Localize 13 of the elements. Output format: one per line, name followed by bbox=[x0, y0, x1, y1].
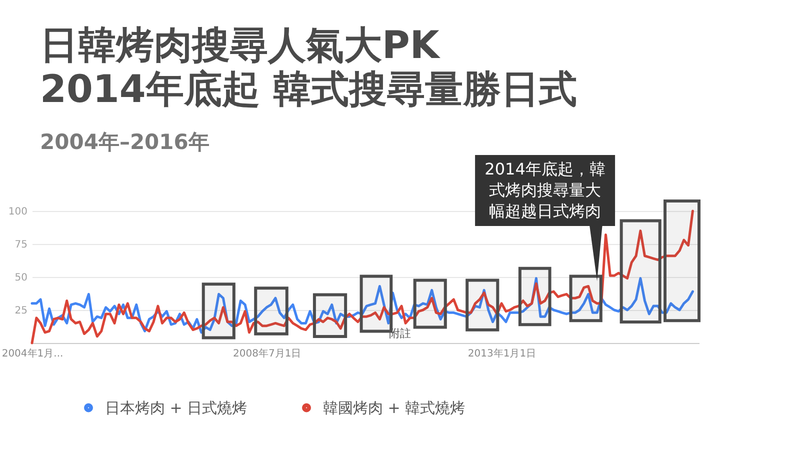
x-tick-label: 2008年7月1日 bbox=[233, 348, 302, 360]
chart-title: 日韓烤肉搜尋人氣大PK 2014年底起 韓式搜尋量勝日式 bbox=[40, 22, 577, 111]
y-tick-label: 25 bbox=[14, 306, 28, 316]
annotation: 2014年底起，韓式烤肉搜尋量大幅超越日式烤肉 bbox=[484, 159, 606, 220]
x-tick-label: 2004年1月... bbox=[2, 348, 64, 360]
legend-label: 日本烤肉 + 日式燒烤 bbox=[105, 398, 248, 417]
legend-label: 韓國烤肉 + 韓式燒烤 bbox=[323, 398, 466, 417]
y-tick-label: 50 bbox=[14, 272, 28, 284]
y-tick-label: 75 bbox=[14, 240, 28, 250]
y-tick-label: 100 bbox=[8, 206, 28, 218]
chart-subtitle: 2004年–2016年 bbox=[40, 130, 210, 154]
annotation: 附註 bbox=[389, 327, 411, 340]
x-tick-label: 2013年1月1日 bbox=[468, 348, 536, 360]
